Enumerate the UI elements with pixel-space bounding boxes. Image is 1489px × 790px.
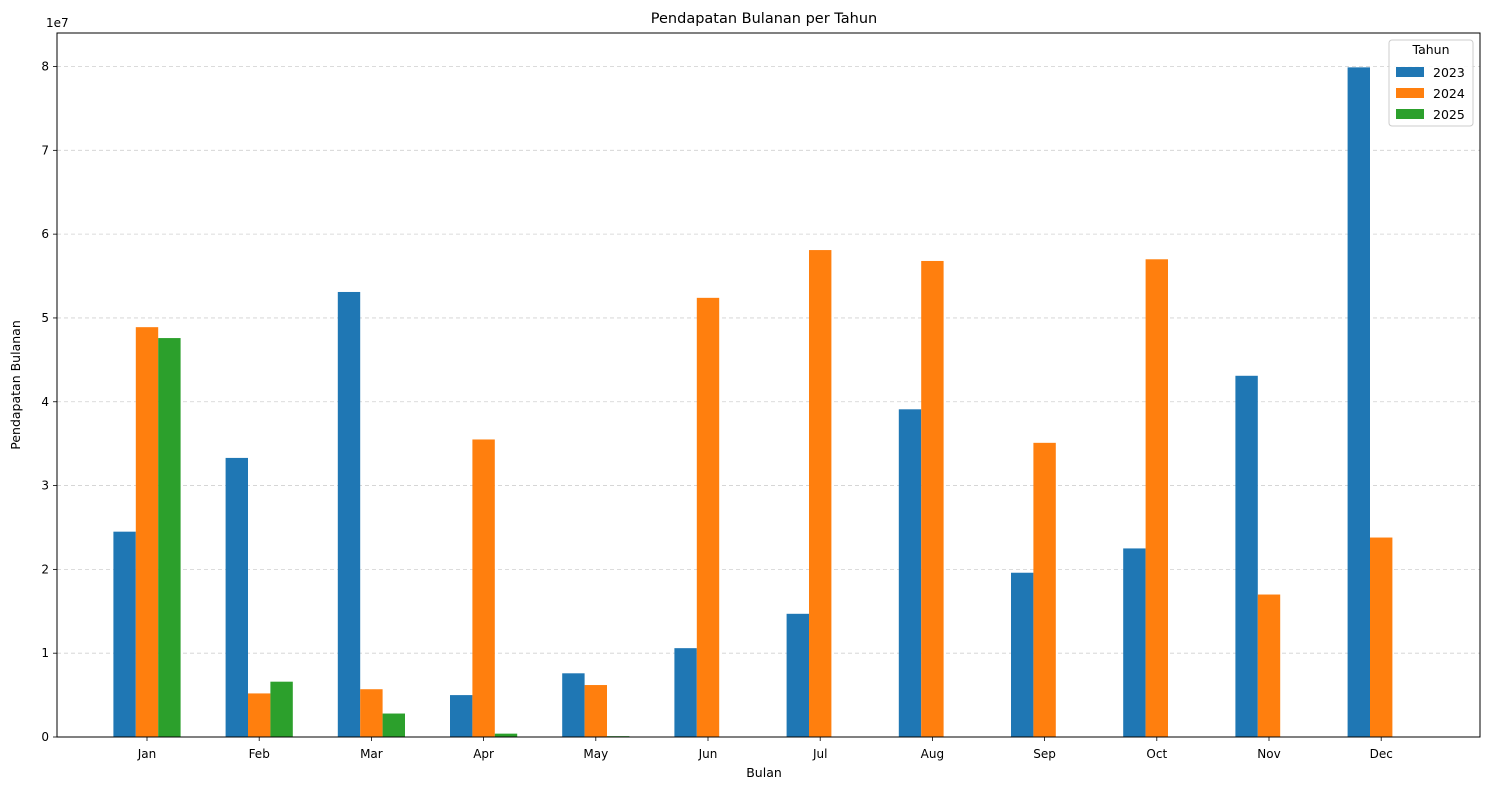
legend-label-2025: 2025 <box>1433 107 1465 122</box>
bar-2024-oct <box>1145 259 1168 737</box>
y-axis-ticks: 0 1 2 3 4 5 6 7 8 <box>41 60 57 744</box>
bar-2023-may <box>562 673 585 737</box>
bar-2023-mar <box>337 291 361 737</box>
x-tick-label: Nov <box>1257 747 1280 761</box>
x-tick-label: Sep <box>1033 747 1056 761</box>
bar-2023-aug <box>898 409 922 737</box>
bar-2024-feb <box>248 693 271 737</box>
bar-2023-jul <box>786 613 809 737</box>
legend: Tahun 2023 2024 2025 <box>1388 39 1474 127</box>
bars <box>113 67 1393 738</box>
legend-swatch-2023 <box>1396 67 1424 77</box>
bar-2023-feb <box>225 457 248 737</box>
y-offset-text: 1e7 <box>46 16 69 30</box>
bar-2024-nov <box>1257 594 1281 737</box>
bar-2024-aug <box>921 260 944 737</box>
bar-2023-dec <box>1347 67 1370 737</box>
x-tick-label: Apr <box>473 747 494 761</box>
y-axis-label: Pendapatan Bulanan <box>8 320 23 450</box>
x-tick-label: Feb <box>249 747 270 761</box>
bar-2024-jan <box>135 327 159 737</box>
y-tick-label: 4 <box>41 395 49 409</box>
x-tick-label: Mar <box>360 747 383 761</box>
bar-2023-oct <box>1123 548 1146 737</box>
legend-title: Tahun <box>1412 42 1450 57</box>
bar-2025-apr <box>494 733 518 737</box>
bar-2024-may <box>584 685 607 737</box>
bar-2024-dec <box>1370 537 1393 737</box>
x-tick-label: Jan <box>137 747 157 761</box>
plot-frame <box>56 32 1481 738</box>
y-tick-label: 0 <box>41 730 49 744</box>
x-axis-ticks: Jan Feb Mar Apr May Jun Jul Aug Sep Oct Nov Dec <box>137 737 1393 761</box>
bar-2024-jul <box>809 250 832 738</box>
y-tick-label: 1 <box>41 646 49 660</box>
x-tick-label: Dec <box>1370 747 1393 761</box>
y-tick-label: 3 <box>41 479 49 493</box>
legend-swatch-2024 <box>1396 88 1424 98</box>
bar-2024-sep <box>1033 442 1056 737</box>
bar-2023-apr <box>450 695 473 737</box>
legend-label-2024: 2024 <box>1433 86 1465 101</box>
x-tick-label: Jun <box>698 747 718 761</box>
bar-2023-sep <box>1011 572 1034 737</box>
bar-2025-mar <box>382 713 405 737</box>
bar-2025-feb <box>270 681 293 737</box>
bar-2024-jun <box>696 297 720 737</box>
bar-2023-jun <box>674 648 697 737</box>
y-tick-label: 8 <box>41 60 49 74</box>
bar-2024-mar <box>360 689 383 737</box>
y-tick-label: 6 <box>41 227 49 241</box>
bar-2025-jan <box>158 338 181 737</box>
chart-title: Pendapatan Bulanan per Tahun <box>651 11 877 27</box>
x-tick-label: Oct <box>1146 747 1167 761</box>
y-tick-label: 5 <box>41 311 49 325</box>
x-axis-label: Bulan <box>746 765 782 780</box>
bar-2024-apr <box>472 439 495 737</box>
x-tick-label: May <box>583 747 608 761</box>
y-tick-label: 7 <box>41 143 49 157</box>
legend-swatch-2025 <box>1396 109 1424 119</box>
y-tick-label: 2 <box>41 562 49 576</box>
legend-box <box>1388 39 1474 127</box>
bar-2023-jan <box>113 531 136 737</box>
x-tick-label: Aug <box>921 747 944 761</box>
x-tick-label: Jul <box>812 747 827 761</box>
legend-label-2023: 2023 <box>1433 65 1465 80</box>
bar-2023-nov <box>1235 375 1258 737</box>
